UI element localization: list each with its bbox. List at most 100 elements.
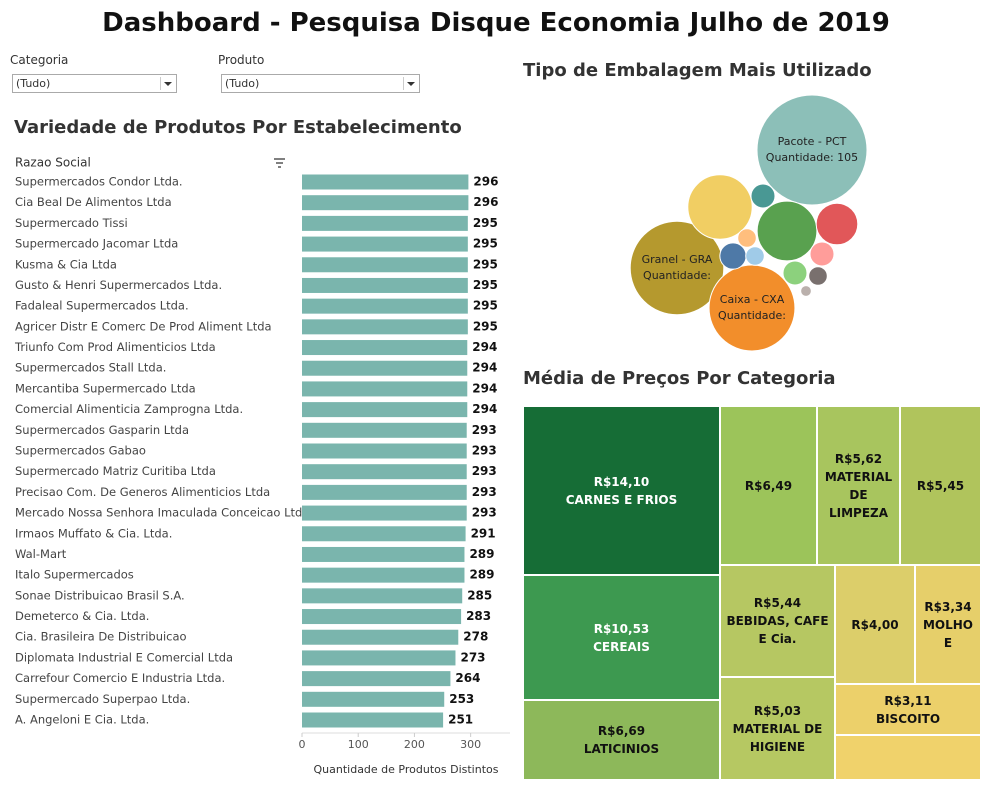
treemap-value-label: R$4,00	[851, 617, 899, 632]
category-label: Wal-Mart	[15, 547, 67, 561]
treemap-value-label: R$10,53	[593, 621, 650, 636]
bar	[302, 526, 466, 542]
treemap-cell: R$3,34 MOLHO E	[915, 565, 981, 684]
treemap-cell: R$6,49	[720, 406, 817, 565]
bubble-chart: Pacote - PCT Quantidade: 105 Granel - GRA Q…	[629, 94, 868, 352]
filter-select[interactable]: (Tudo)	[12, 74, 177, 93]
treemap-cell: R$4,00	[835, 565, 915, 684]
bubble	[719, 242, 747, 270]
treemap-value-label: R$3,11	[884, 693, 932, 708]
treemap-category-label: CARNES E FRIOS	[565, 492, 678, 507]
category-label: Supermercados Stall Ltda.	[15, 361, 166, 375]
treemap-category-label: MATERIAL DE LIMPEZA	[824, 469, 893, 520]
value-label: 295	[473, 257, 498, 271]
value-label: 251	[448, 713, 473, 727]
bar	[302, 277, 468, 293]
category-label: Supermercado Jacomar Ltda	[15, 237, 178, 251]
category-label: Supermercado Matriz Curitiba Ltda	[15, 464, 216, 478]
filter-value: (Tudo)	[225, 77, 260, 90]
bubble-value-label: Quantidade:	[718, 309, 786, 322]
chart-title: Variedade de Produtos Por Estabeleciment…	[14, 117, 462, 138]
category-label: Diplomata Industrial E Comercial Ltda	[15, 650, 233, 664]
bubble	[815, 202, 859, 246]
value-label: 253	[449, 692, 474, 706]
category-label: Kusma & Cia Ltda	[15, 257, 117, 271]
treemap-category-label: CEREAIS	[593, 639, 650, 654]
bar	[302, 360, 468, 376]
value-label: 273	[460, 650, 485, 664]
treemap-cell: R$10,53 CEREAIS	[523, 575, 720, 700]
category-label: Supermercado Tissi	[15, 216, 128, 230]
treemap-value-label: R$5,44	[753, 596, 802, 610]
value-label: 285	[467, 588, 492, 602]
value-label: 264	[455, 671, 480, 685]
treemap-category-label: BEBIDAS, CAFE E Cia.	[726, 614, 829, 646]
category-label: Fadaleal Supermercados Ltda.	[15, 299, 189, 313]
bar	[302, 464, 467, 480]
category-label: Irmaos Muffato & Cia. Ltda.	[15, 526, 172, 540]
value-label: 295	[473, 216, 498, 230]
value-label: 294	[472, 402, 497, 416]
treemap-cell: R$6,69 LATICINIOS	[523, 700, 720, 780]
bubble-label: Granel - GRA	[642, 253, 713, 266]
category-label: Supermercados Condor Ltda.	[15, 175, 183, 189]
filter-value: (Tudo)	[16, 77, 51, 90]
sort-icon[interactable]	[274, 158, 285, 168]
category-label: Cia. Brasileira De Distribuicao	[15, 630, 187, 644]
bar	[302, 712, 444, 728]
value-label: 293	[472, 423, 497, 437]
bubble	[809, 241, 835, 267]
treemap-value-label: R$6,49	[744, 478, 793, 493]
bubble-value-label: Quantidade:	[643, 269, 711, 282]
treemap-cell: R$5,62 MATERIAL DE LIMPEZA	[817, 406, 900, 565]
bar	[302, 609, 462, 625]
column-header: Razao Social	[15, 156, 91, 170]
value-label: 293	[472, 485, 497, 499]
bubble	[687, 174, 753, 240]
treemap-value-label: R$6,69	[597, 724, 646, 738]
category-label: Italo Supermercados	[15, 568, 134, 582]
category-label: Cia Beal De Alimentos Ltda	[15, 195, 172, 209]
category-label: Supermercado Superpao Ltda.	[15, 692, 190, 706]
bubble	[800, 285, 812, 297]
value-label: 295	[473, 319, 498, 333]
bar	[302, 567, 465, 583]
bubble-value-label: Quantidade: 105	[766, 151, 858, 164]
category-label: Comercial Alimenticia Zamprogna Ltda.	[15, 402, 243, 416]
bubble	[808, 266, 828, 286]
bubble	[750, 183, 776, 209]
value-label: 296	[473, 175, 498, 189]
bubble	[629, 220, 725, 316]
bubble	[756, 94, 868, 206]
filter-select[interactable]: (Tudo)	[221, 74, 420, 93]
value-label: 293	[472, 506, 497, 520]
treemap-cell	[835, 735, 981, 780]
treemap-category-label: BISCOITO	[875, 711, 941, 726]
bar	[302, 257, 468, 273]
category-label: Sonae Distribuicao Brasil S.A.	[15, 588, 185, 602]
chart-title: Média de Preços Por Categoria	[523, 368, 836, 389]
bar	[302, 546, 465, 562]
separator	[160, 77, 161, 90]
bar	[302, 484, 467, 500]
dashboard-title: Dashboard - Pesquisa Disque Economia Jul…	[102, 8, 890, 38]
x-tick-label: 300	[460, 738, 481, 751]
bar	[302, 588, 463, 604]
bar	[302, 340, 468, 356]
bar	[302, 381, 468, 397]
value-label: 294	[472, 361, 497, 375]
category-label: Demeterco & Cia. Ltda.	[15, 609, 149, 623]
bar	[302, 650, 456, 666]
value-label: 278	[463, 630, 488, 644]
category-label: Supermercados Gasparin Ltda	[15, 423, 189, 437]
x-tick-label: 0	[299, 738, 306, 751]
bar	[302, 298, 468, 314]
treemap-cell: R$5,44 BEBIDAS, CAFE E Cia.	[720, 565, 835, 677]
filter-label: Categoria	[10, 53, 69, 67]
value-label: 295	[473, 278, 498, 292]
treemap-value-label: R$3,34	[924, 599, 972, 614]
x-tick-label: 100	[348, 738, 369, 751]
bubble	[756, 200, 818, 262]
treemap-cell: R$3,11 BISCOITO	[835, 684, 981, 735]
